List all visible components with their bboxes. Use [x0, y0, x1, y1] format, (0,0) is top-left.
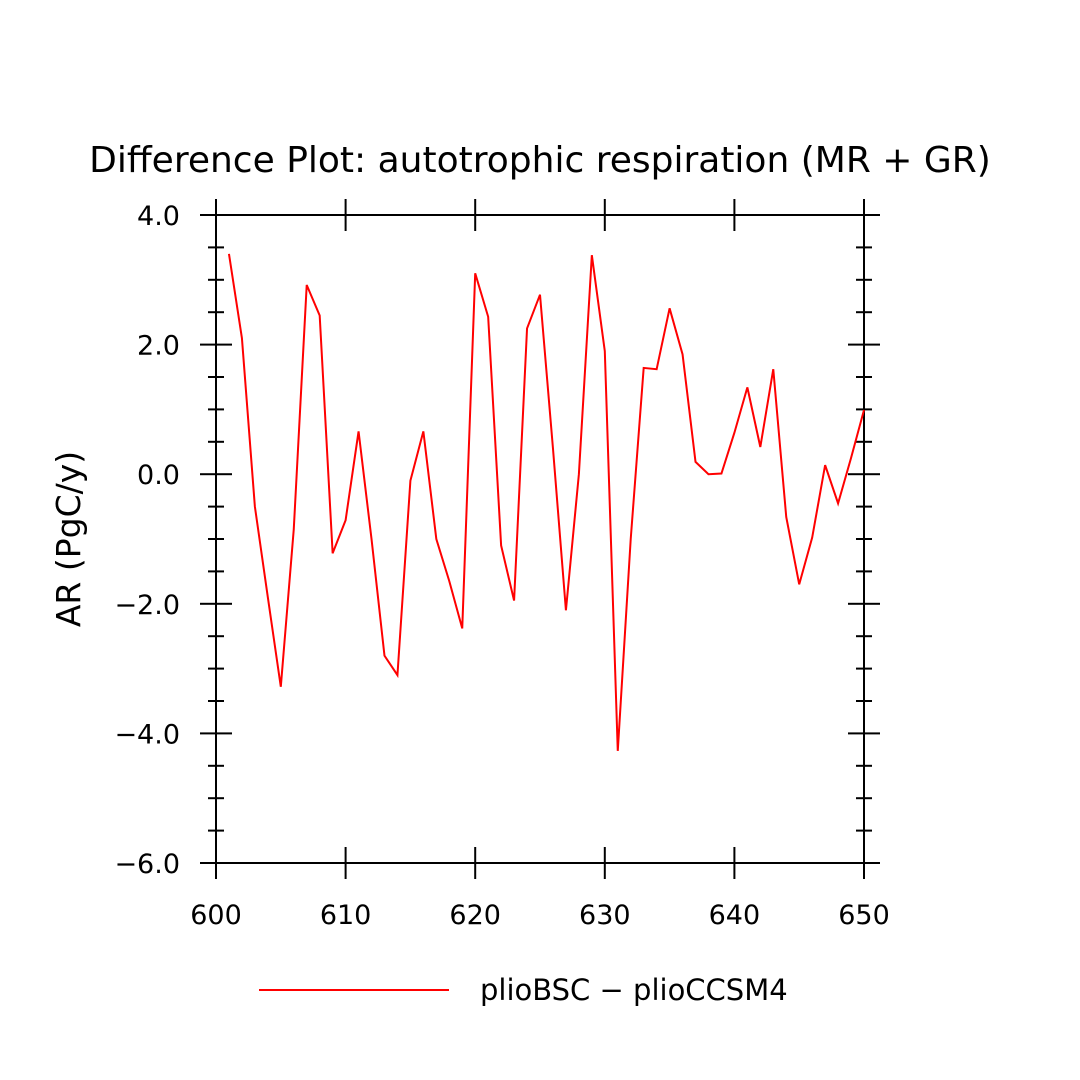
y-tick-label: 2.0	[137, 331, 180, 362]
series-line	[227, 253, 865, 751]
series-layer	[227, 253, 865, 751]
x-tick-label: 620	[449, 900, 501, 931]
legend: plioBSC − plioCCSM4	[259, 973, 788, 1007]
y-tick-label: 4.0	[137, 201, 180, 232]
x-tick-label: 610	[320, 900, 372, 931]
x-tick-label: 650	[838, 900, 890, 931]
legend-label: plioBSC − plioCCSM4	[480, 973, 788, 1007]
y-tick-label: 0.0	[137, 460, 180, 491]
y-tick-label: −2.0	[114, 590, 180, 621]
x-axis-tick-labels: 600 610 620 630 640 650	[190, 900, 890, 931]
x-tick-label: 630	[579, 900, 631, 931]
x-tick-label: 640	[709, 900, 761, 931]
y-axis-tick-labels: −6.0 −4.0 −2.0 0.0 2.0 4.0	[114, 201, 180, 880]
y-tick-label: −4.0	[114, 719, 180, 750]
x-tick-label: 600	[190, 900, 242, 931]
plot-frame	[215, 214, 865, 864]
y-tick-label: −6.0	[114, 849, 180, 880]
y-axis-title: AR (PgC/y)	[49, 451, 88, 627]
chart-title: Difference Plot: autotrophic respiration…	[89, 140, 991, 181]
